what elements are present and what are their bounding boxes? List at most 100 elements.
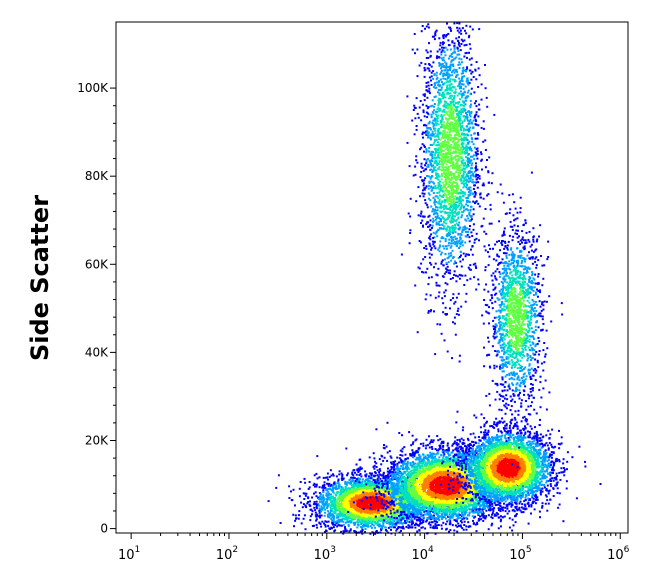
event-point bbox=[332, 473, 334, 476]
event-point bbox=[383, 508, 386, 511]
event-point bbox=[407, 496, 410, 499]
event-point bbox=[334, 497, 336, 499]
event-point bbox=[340, 511, 342, 514]
event-point bbox=[374, 508, 377, 511]
event-point bbox=[357, 471, 360, 473]
event-point bbox=[414, 508, 417, 511]
event-point bbox=[398, 500, 400, 503]
event-point bbox=[378, 523, 381, 526]
event-point bbox=[348, 487, 351, 490]
event-point bbox=[331, 489, 334, 492]
event-point bbox=[462, 513, 465, 516]
event-point bbox=[354, 511, 357, 514]
event-point bbox=[342, 514, 345, 517]
event-point bbox=[342, 520, 345, 523]
event-point bbox=[355, 490, 358, 492]
event-point bbox=[387, 526, 390, 529]
event-point bbox=[436, 511, 439, 514]
event-point bbox=[358, 515, 361, 518]
event-point bbox=[295, 517, 297, 520]
event-point bbox=[377, 510, 380, 513]
event-point bbox=[386, 520, 389, 523]
event-point bbox=[328, 502, 331, 505]
event-point bbox=[327, 490, 330, 493]
event-point bbox=[370, 526, 373, 529]
event-point bbox=[314, 509, 317, 512]
event-point bbox=[386, 512, 389, 515]
event-point bbox=[342, 488, 345, 491]
event-point bbox=[359, 458, 362, 461]
event-point bbox=[360, 498, 363, 501]
event-point bbox=[457, 453, 460, 455]
event-point bbox=[288, 485, 291, 488]
event-point bbox=[393, 514, 396, 517]
event-point bbox=[307, 488, 310, 490]
event-point bbox=[329, 506, 332, 509]
event-point bbox=[435, 517, 437, 520]
event-point bbox=[456, 530, 459, 533]
event-point bbox=[314, 514, 317, 517]
event-point bbox=[320, 510, 323, 513]
event-point bbox=[373, 510, 376, 513]
event-point bbox=[420, 475, 423, 477]
event-point bbox=[432, 510, 435, 513]
event-point bbox=[404, 470, 407, 473]
event-point bbox=[384, 502, 387, 505]
event-point bbox=[456, 471, 459, 473]
event-point bbox=[344, 488, 346, 491]
event-point bbox=[382, 511, 385, 513]
event-point bbox=[363, 488, 366, 491]
event-point bbox=[454, 436, 457, 439]
event-point bbox=[377, 500, 380, 503]
event-point bbox=[333, 500, 336, 503]
event-point bbox=[396, 507, 399, 510]
event-point bbox=[334, 504, 336, 507]
event-point bbox=[302, 492, 305, 495]
event-point bbox=[376, 504, 379, 507]
event-point bbox=[355, 495, 358, 497]
event-point bbox=[440, 518, 443, 520]
event-point bbox=[412, 522, 415, 525]
event-point bbox=[341, 473, 344, 476]
event-point bbox=[337, 486, 340, 489]
event-point bbox=[411, 451, 414, 454]
event-point bbox=[370, 491, 373, 494]
event-point bbox=[386, 479, 389, 482]
event-point bbox=[290, 499, 293, 502]
event-point bbox=[328, 512, 330, 515]
event-point bbox=[322, 494, 325, 497]
event-point bbox=[369, 484, 371, 487]
event-point bbox=[367, 509, 369, 512]
event-point bbox=[359, 496, 362, 499]
event-point bbox=[499, 508, 502, 510]
event-point bbox=[397, 527, 400, 530]
event-point bbox=[299, 481, 302, 483]
event-point bbox=[336, 498, 339, 501]
event-point bbox=[293, 525, 295, 528]
event-point bbox=[350, 487, 353, 489]
event-point bbox=[367, 519, 370, 522]
event-point bbox=[440, 464, 443, 467]
event-point bbox=[304, 494, 307, 497]
event-point bbox=[349, 515, 352, 518]
event-point bbox=[362, 489, 365, 492]
event-point bbox=[401, 434, 403, 437]
event-point bbox=[277, 474, 280, 477]
event-point bbox=[474, 515, 477, 518]
event-point bbox=[344, 517, 347, 520]
event-point bbox=[421, 526, 424, 529]
event-point bbox=[351, 513, 354, 516]
event-point bbox=[379, 483, 382, 486]
event-point bbox=[361, 517, 364, 519]
event-point bbox=[374, 532, 377, 535]
event-point bbox=[422, 514, 425, 517]
event-point bbox=[384, 517, 387, 520]
event-point bbox=[372, 483, 375, 486]
event-point bbox=[363, 516, 366, 519]
event-point bbox=[368, 489, 371, 491]
event-point bbox=[429, 510, 432, 512]
event-point bbox=[334, 512, 337, 515]
event-point bbox=[339, 515, 341, 518]
event-point bbox=[334, 524, 337, 526]
event-point bbox=[392, 490, 394, 493]
